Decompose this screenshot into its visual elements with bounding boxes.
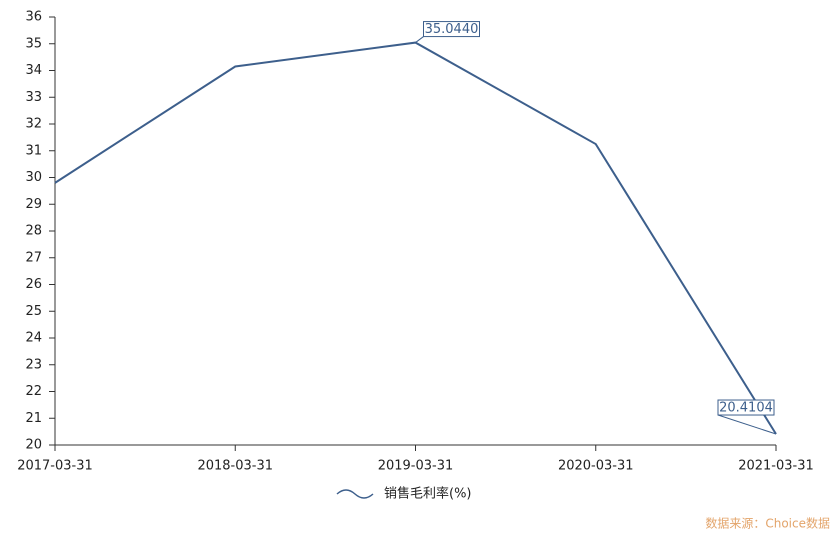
y-tick-label: 27	[25, 250, 42, 265]
y-tick-label: 33	[25, 90, 42, 105]
line-series	[54, 41, 777, 435]
y-tick-label: 25	[25, 304, 42, 319]
y-tick-label: 32	[25, 117, 42, 132]
y-tick-label: 28	[25, 224, 42, 239]
label-box	[717, 399, 775, 416]
y-tick-label: 24	[25, 331, 42, 346]
y-tick-label: 20	[25, 438, 42, 453]
label-box	[423, 21, 480, 38]
label-leader	[415, 36, 424, 43]
y-tick-label: 31	[25, 143, 42, 158]
x-tick-label: 2017-03-31	[17, 459, 93, 474]
data-label: 20.4104	[719, 401, 773, 416]
y-tick-label: 34	[25, 63, 42, 78]
x-tick-label: 2019-03-31	[378, 459, 454, 474]
y-tick-label: 29	[25, 197, 42, 212]
y-tick-label: 30	[25, 170, 42, 185]
x-tick-label: 2021-03-31	[738, 459, 814, 474]
x-tick-label: 2018-03-31	[197, 459, 273, 474]
y-tick-label: 35	[25, 36, 42, 51]
legend-symbol	[336, 489, 374, 499]
x-tick-label: 2020-03-31	[558, 459, 634, 474]
label-leader	[717, 414, 777, 435]
y-tick-label: 21	[25, 411, 42, 426]
data-label: 35.0440	[425, 22, 479, 37]
y-tick-label: 26	[25, 277, 42, 292]
y-tick-label: 23	[25, 357, 42, 372]
legend-label: 销售毛利率(%)	[384, 486, 472, 502]
source-note: 数据来源：Choice数据	[705, 516, 830, 531]
y-tick-label: 22	[25, 384, 42, 399]
y-tick-label: 36	[25, 10, 42, 25]
